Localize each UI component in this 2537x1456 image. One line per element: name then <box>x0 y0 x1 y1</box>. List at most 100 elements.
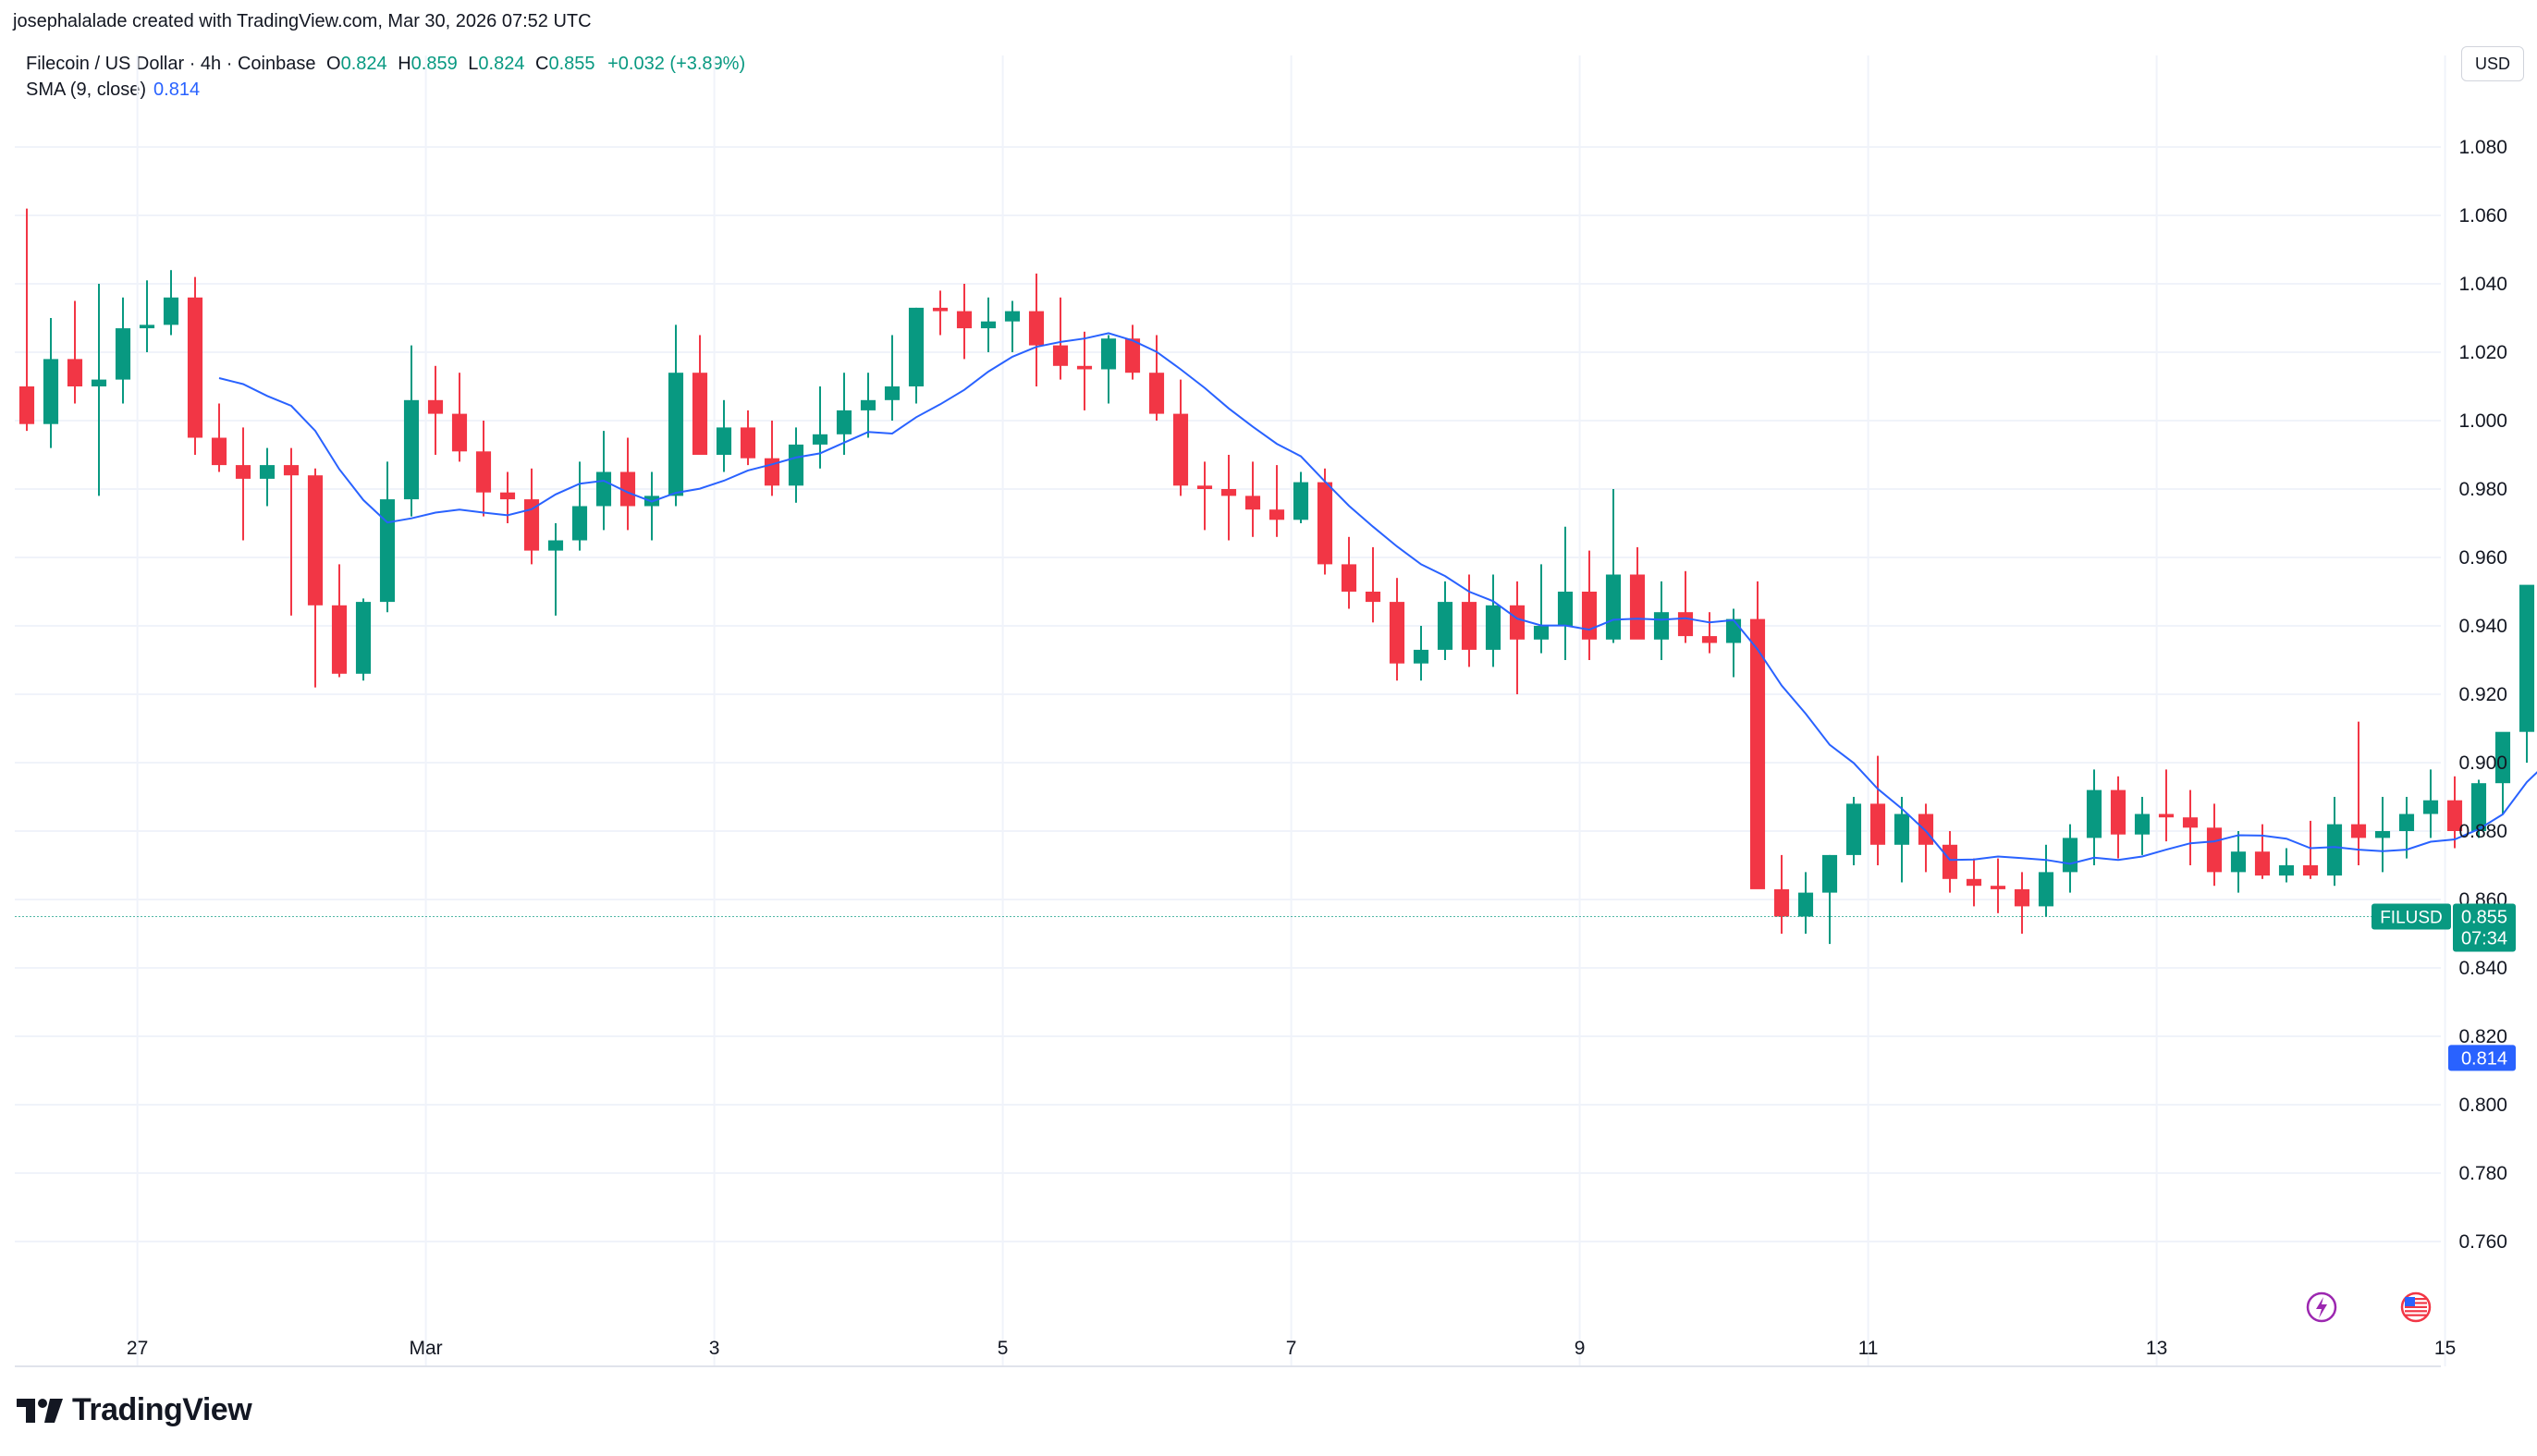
candle-body <box>2278 865 2295 876</box>
currency-button[interactable]: USD <box>2461 46 2524 81</box>
candle <box>1773 854 1790 934</box>
candle-body <box>283 465 300 476</box>
legend-sma-label[interactable]: SMA (9, close) <box>26 80 147 100</box>
candle-body <box>547 540 564 551</box>
candle <box>91 284 107 496</box>
candle-body <box>18 386 35 424</box>
candle <box>331 564 348 678</box>
candle-body <box>836 410 852 434</box>
candle-body <box>884 386 901 400</box>
y-tick-label: 0.940 <box>2458 616 2507 637</box>
candle <box>1677 570 1694 643</box>
legend-open-label: O <box>326 54 341 74</box>
sma-layer <box>218 332 2537 865</box>
tradingview-brand[interactable]: TradingView <box>17 1392 252 1428</box>
candle-body <box>163 297 179 325</box>
candle <box>884 335 901 421</box>
candle <box>1004 300 1021 352</box>
candle-body <box>716 427 732 455</box>
events-lightning-icon <box>2306 1291 2337 1323</box>
candle <box>1148 335 1165 421</box>
candle <box>692 335 708 455</box>
candle <box>2519 584 2535 763</box>
candle-body <box>571 506 588 541</box>
candle-body <box>1244 496 1261 510</box>
y-tick-label: 0.900 <box>2458 752 2507 774</box>
candle-body <box>1557 592 1574 626</box>
candle <box>2494 731 2511 814</box>
candle <box>2398 797 2415 859</box>
candle <box>956 284 973 360</box>
candle <box>1244 461 1261 537</box>
sma-tag-value: 0.814 <box>2461 1048 2507 1069</box>
candle-body <box>1869 803 1886 845</box>
axis-layer: 1.080 1.060 1.040 1.020 1.000 0.980 0.960 0.940… <box>15 137 2507 1367</box>
y-tick-label: 0.820 <box>2458 1026 2507 1047</box>
x-tick-label: 3 <box>709 1338 720 1359</box>
legend-close-label: C <box>535 54 549 74</box>
candle-body <box>1942 844 1958 879</box>
candle-body <box>1413 649 1429 664</box>
candle-body <box>2230 851 2247 873</box>
candle-body <box>499 492 516 500</box>
candle <box>1485 574 1501 667</box>
y-tick-label: 0.920 <box>2458 684 2507 705</box>
candle-body <box>2206 827 2223 873</box>
x-tick-label: 5 <box>998 1338 1009 1359</box>
sma-tag-bg <box>2448 1045 2516 1071</box>
candle-body <box>2182 817 2199 828</box>
tradingview-logo-icon <box>17 1398 63 1423</box>
candle-body <box>1461 602 1477 650</box>
candle-body <box>235 465 251 479</box>
candle <box>1653 581 1670 660</box>
sma-value-tag: 0.814 <box>2448 1045 2516 1071</box>
candle-body <box>1028 311 1045 346</box>
candle <box>860 373 876 438</box>
candle <box>139 280 155 352</box>
candle-body <box>115 328 131 380</box>
y-tick-label: 1.000 <box>2458 410 2507 432</box>
candle-body <box>932 307 949 312</box>
candle <box>163 270 179 336</box>
candle <box>2062 824 2078 893</box>
candle <box>307 468 324 688</box>
legend-symbol[interactable]: Filecoin / US Dollar · 4h · Coinbase <box>26 54 316 74</box>
candle-body <box>1749 618 1766 889</box>
legend-high-value: 0.859 <box>411 54 458 74</box>
candle-body <box>860 399 876 410</box>
candle <box>2110 776 2126 859</box>
grid-layer <box>15 55 2446 1366</box>
candle-body <box>1148 373 1165 414</box>
candle-body <box>2519 584 2535 732</box>
candle-body <box>1990 886 2006 889</box>
candle-body <box>1629 574 1646 640</box>
candle <box>812 386 828 469</box>
legend-high-label: H <box>398 54 411 74</box>
candle <box>1317 468 1333 575</box>
legend-low-value: 0.824 <box>478 54 525 74</box>
candle-body <box>956 311 973 329</box>
candle-body <box>259 465 276 479</box>
candle-body <box>1894 814 1910 845</box>
candlestick-chart[interactable]: 1.080 1.060 1.040 1.020 1.000 0.980 0.960 0.940… <box>0 0 2537 1387</box>
candle-body <box>908 307 925 386</box>
legend-close-value: 0.855 <box>548 54 595 74</box>
candle <box>1581 550 1598 660</box>
candle-body <box>475 451 492 493</box>
candle-body <box>1701 636 1718 643</box>
y-tick-label: 0.960 <box>2458 547 2507 569</box>
candle-body <box>43 359 59 424</box>
candle <box>2254 824 2271 879</box>
candle <box>2038 844 2054 917</box>
candle <box>571 461 588 551</box>
candle-body <box>1773 888 1790 917</box>
x-tick-label: 13 <box>2146 1338 2167 1359</box>
candle <box>1365 546 1381 623</box>
candle-body <box>1437 602 1453 650</box>
candle <box>2182 789 2199 865</box>
candle <box>1124 324 1141 380</box>
candle <box>1942 831 1958 893</box>
candle <box>187 276 203 455</box>
flag-icon-canton <box>2405 1297 2415 1306</box>
y-tick-label: 0.800 <box>2458 1095 2507 1116</box>
